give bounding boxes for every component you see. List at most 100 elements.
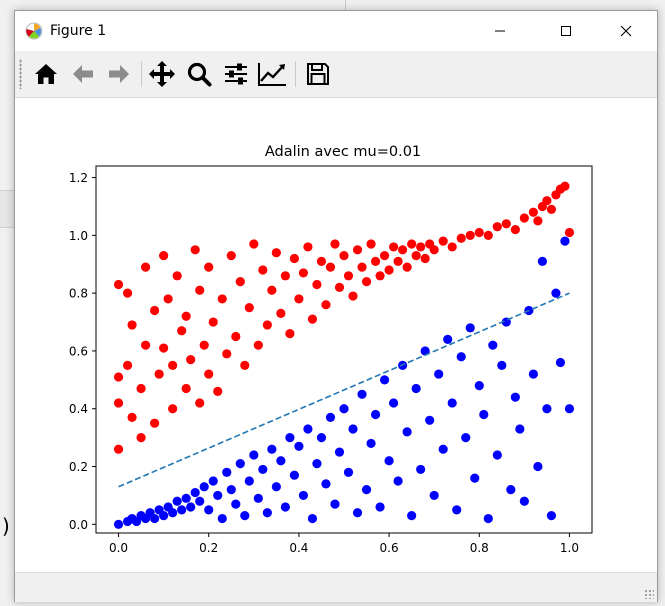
red-data-point <box>456 233 466 243</box>
blue-data-point <box>303 424 313 434</box>
red-data-point <box>533 216 543 226</box>
blue-data-point <box>492 450 502 460</box>
red-data-point <box>204 369 214 379</box>
red-data-point <box>393 256 403 266</box>
blue-data-point <box>267 444 277 454</box>
blue-data-point <box>474 381 484 391</box>
navigation-toolbar <box>15 51 657 98</box>
blue-data-point <box>546 511 557 521</box>
red-data-point <box>113 444 124 454</box>
blue-data-point <box>294 441 304 451</box>
red-data-point <box>154 369 164 379</box>
red-data-point <box>429 245 439 255</box>
blue-data-point <box>542 404 552 414</box>
red-data-point <box>402 262 412 272</box>
blue-data-point <box>519 496 529 506</box>
red-data-point <box>177 326 187 336</box>
forward-button[interactable] <box>103 59 135 89</box>
red-data-point <box>546 204 557 214</box>
resize-grip[interactable] <box>644 589 654 599</box>
red-data-point <box>226 250 236 261</box>
red-data-point <box>465 230 475 240</box>
red-data-point <box>366 239 376 249</box>
blue-data-point <box>461 433 471 443</box>
red-data-point <box>542 196 552 206</box>
red-data-point <box>564 227 575 238</box>
configure-subplots-icon <box>225 63 247 85</box>
red-data-point <box>501 219 511 229</box>
blue-data-point <box>213 490 223 501</box>
blue-data-point <box>307 513 318 524</box>
blue-data-point <box>258 464 268 475</box>
y-tick-label: 0.8 <box>69 287 88 301</box>
blue-data-point <box>411 383 421 394</box>
background-text-fragment: ) <box>2 514 10 538</box>
red-data-point <box>483 230 493 240</box>
red-data-point <box>312 279 322 290</box>
blue-data-point <box>339 404 349 414</box>
title-bar[interactable]: Figure 1 <box>15 11 657 51</box>
blue-data-point <box>312 459 322 469</box>
red-data-point <box>231 331 241 342</box>
red-data-point <box>343 271 354 281</box>
maximize-icon <box>561 26 571 36</box>
red-data-point <box>519 213 529 223</box>
red-data-point <box>262 320 272 330</box>
back-button[interactable] <box>67 59 99 89</box>
blue-data-point <box>113 519 124 529</box>
blue-data-point <box>195 496 205 506</box>
save-floppy-icon <box>307 63 329 85</box>
red-data-point <box>204 262 214 272</box>
red-data-point <box>195 285 205 295</box>
configure-subplots-button[interactable] <box>220 59 252 89</box>
red-data-point <box>379 250 390 261</box>
background-window-edge <box>345 0 346 10</box>
zoom-button[interactable] <box>183 59 215 89</box>
blue-data-point <box>533 461 543 472</box>
red-data-point <box>113 372 124 382</box>
edit-axis-button[interactable] <box>256 59 288 89</box>
blue-data-point <box>361 485 372 495</box>
maximize-button[interactable] <box>543 11 589 51</box>
red-data-point <box>267 285 277 295</box>
red-data-point <box>199 340 209 350</box>
red-data-point <box>186 355 196 365</box>
minimize-button[interactable] <box>477 11 523 51</box>
red-data-point <box>276 308 286 318</box>
blue-data-point <box>199 482 209 492</box>
y-tick-label: 1.2 <box>69 171 88 185</box>
x-tick-label: 1.0 <box>560 541 579 555</box>
blue-data-point <box>159 511 169 521</box>
blue-data-point <box>456 352 466 362</box>
x-tick-label: 0.4 <box>289 541 308 555</box>
y-tick-label: 0.2 <box>69 460 88 474</box>
red-data-point <box>136 383 146 394</box>
blue-data-point <box>280 502 290 512</box>
blue-data-point <box>181 493 191 503</box>
red-data-point <box>416 242 426 252</box>
close-button[interactable] <box>603 11 649 51</box>
red-data-point <box>330 239 340 249</box>
blue-data-point <box>289 470 299 480</box>
red-data-point <box>249 239 259 249</box>
figure-canvas[interactable]: Adalin avec mu=0.01 0.0 0.2 0.4 0.6 0.8 1.0 0… <box>15 98 657 572</box>
red-data-point <box>127 412 137 423</box>
pan-button[interactable] <box>146 59 178 89</box>
red-data-point <box>208 317 218 327</box>
red-data-point <box>222 349 232 359</box>
save-button[interactable] <box>302 59 334 89</box>
blue-data-point <box>515 424 525 434</box>
red-data-point <box>357 262 367 272</box>
red-data-point <box>384 265 394 275</box>
blue-data-point <box>240 511 250 521</box>
blue-data-point <box>321 479 331 489</box>
blue-data-point <box>168 508 178 518</box>
decision-boundary-line <box>118 292 570 488</box>
red-data-point <box>370 256 381 266</box>
red-data-point <box>285 329 295 339</box>
home-button[interactable] <box>30 59 62 89</box>
blue-data-point <box>438 444 448 454</box>
blue-data-point <box>235 459 245 469</box>
toolbar-grip[interactable] <box>19 59 22 89</box>
blue-data-point <box>316 433 327 443</box>
